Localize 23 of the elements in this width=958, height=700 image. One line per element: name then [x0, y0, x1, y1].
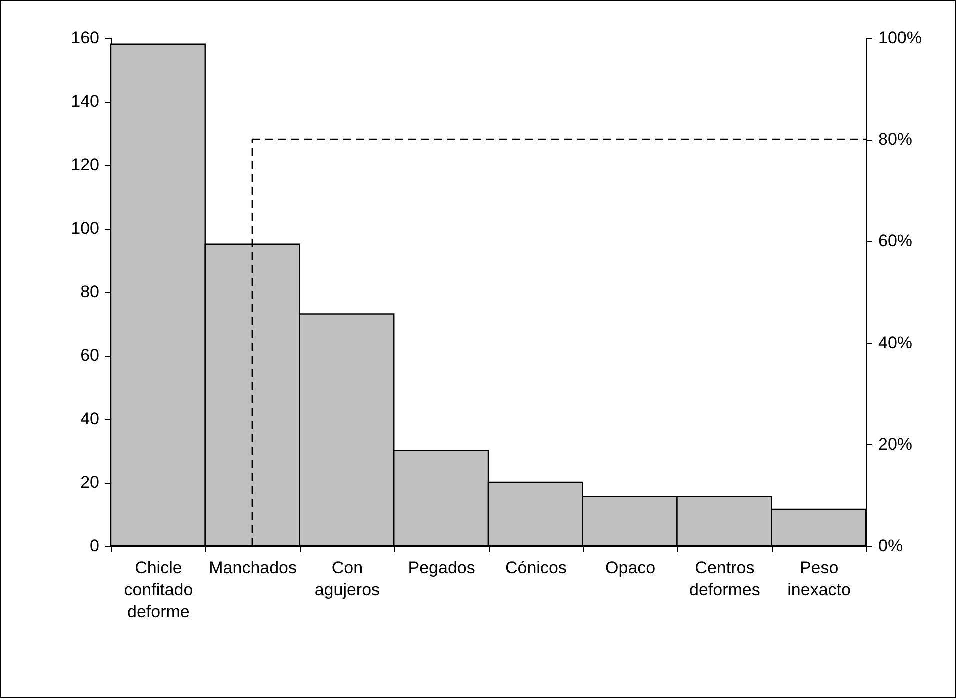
y-tick-label: 140	[71, 92, 100, 111]
y2-tick-label: 80%	[878, 130, 913, 150]
x-tick-label: Manchados	[209, 558, 298, 578]
x-tick-label: Peso inexacto	[788, 558, 851, 600]
y2-tick-label: 20%	[878, 434, 913, 454]
y-tick-label: 40	[80, 410, 100, 428]
x-tick-label: Opaco	[606, 558, 656, 578]
y-tick-label: 0	[90, 536, 100, 556]
y2-tick-label: 40%	[878, 333, 913, 352]
y-tick-label: 160	[71, 28, 100, 48]
y-tick-label: 80	[80, 282, 100, 302]
y2-tick-label: 60%	[878, 232, 913, 251]
x-tick-label: Pegados	[408, 558, 476, 578]
y-tick-label: 100	[71, 219, 100, 238]
y-tick-label: 60	[80, 346, 100, 365]
y-tick-label: 20	[80, 473, 100, 492]
x-tick-label: Centros deformes	[690, 558, 760, 600]
x-tick-label: Chicle confitado deforme	[124, 558, 194, 622]
y2-tick-label: 0%	[878, 536, 904, 556]
x-tick-label: Cónicos	[505, 558, 567, 578]
y2-tick-label: 100%	[878, 28, 922, 48]
y-tick-label: 120	[71, 156, 100, 174]
x-tick-label: Con agujeros	[314, 558, 380, 600]
